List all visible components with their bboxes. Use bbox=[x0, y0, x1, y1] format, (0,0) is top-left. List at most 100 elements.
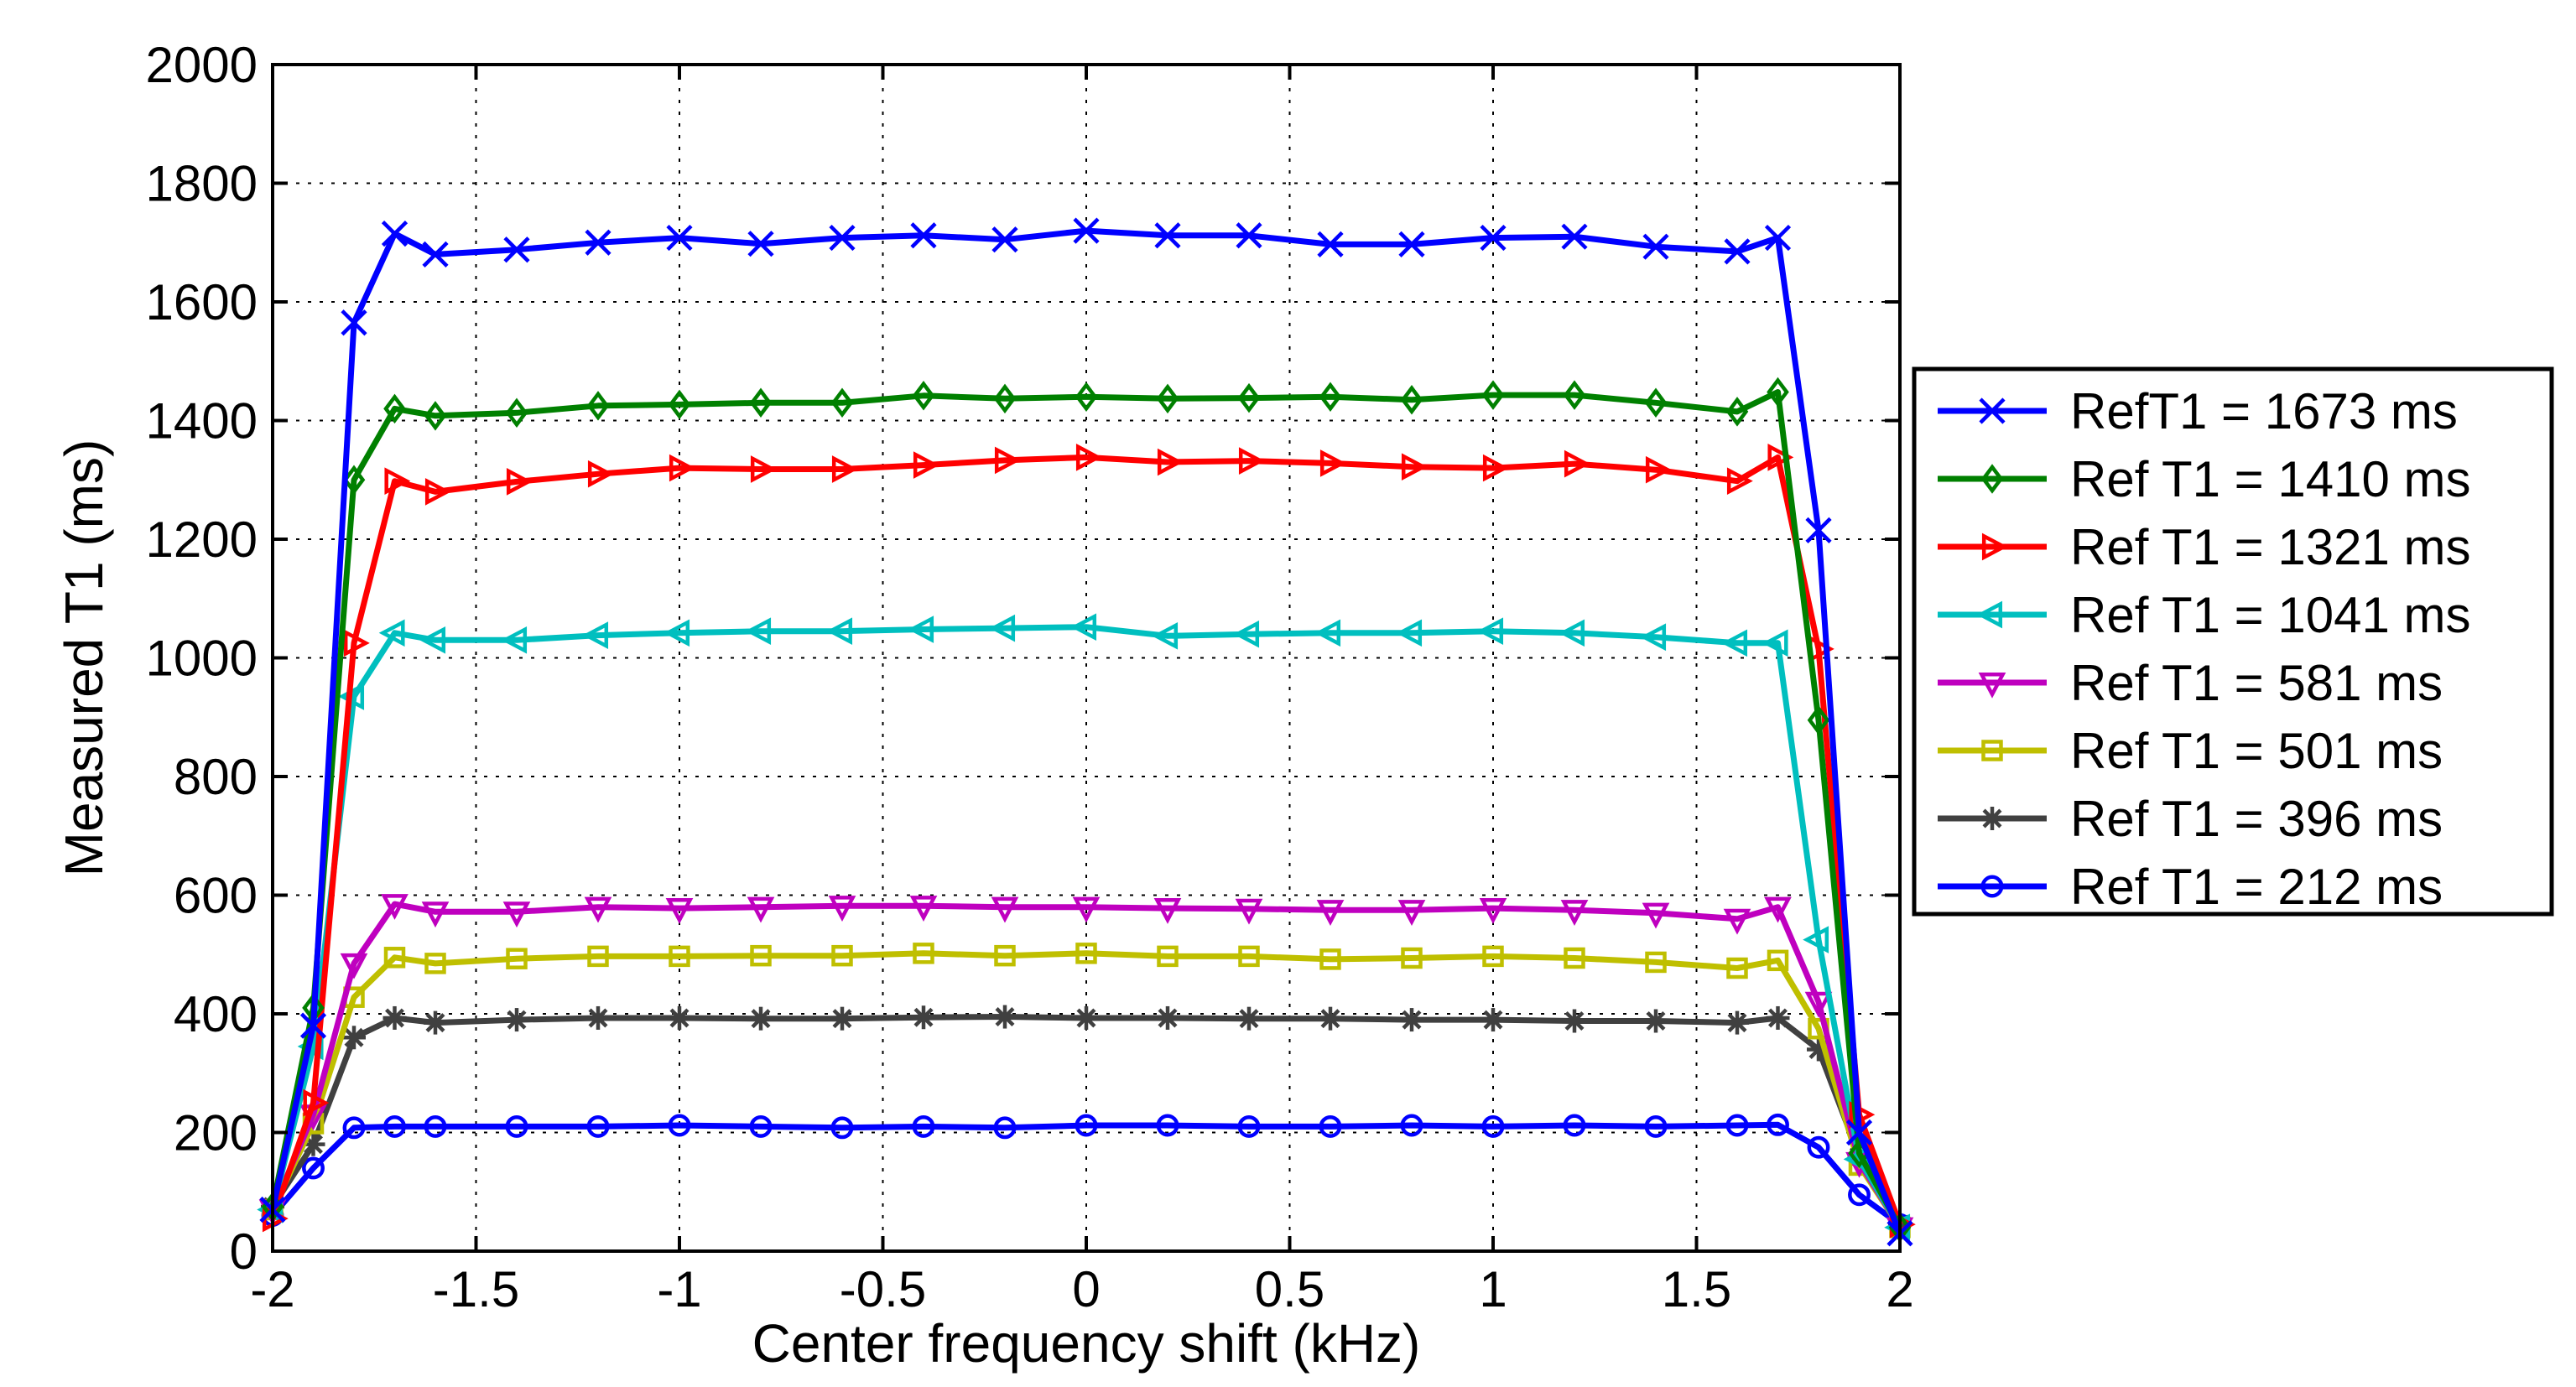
data-point bbox=[747, 231, 774, 257]
data-point bbox=[826, 617, 853, 645]
data-point bbox=[503, 236, 530, 263]
data-point bbox=[381, 894, 409, 920]
data-point bbox=[1563, 380, 1586, 410]
data-point bbox=[1640, 623, 1667, 652]
data-point bbox=[1563, 1114, 1586, 1137]
legend-marker bbox=[1980, 875, 2004, 898]
data-point bbox=[343, 629, 370, 657]
data-point bbox=[1075, 382, 1098, 412]
data-point bbox=[582, 621, 609, 649]
y-tick-label: 1000 bbox=[146, 631, 258, 687]
x-tick-label: 2 bbox=[1886, 1261, 1913, 1317]
data-point bbox=[382, 1005, 407, 1030]
legend-label: Ref T1 = 581 ms bbox=[2070, 655, 2443, 711]
data-point bbox=[993, 383, 1017, 414]
data-point bbox=[424, 1010, 447, 1035]
data-point bbox=[913, 451, 939, 479]
data-point bbox=[1807, 705, 1830, 735]
grid bbox=[273, 65, 1900, 1251]
data-point bbox=[1642, 233, 1669, 260]
series-line bbox=[269, 901, 1902, 1229]
data-point bbox=[1075, 444, 1102, 471]
data-point bbox=[1764, 224, 1792, 252]
data-point bbox=[1233, 620, 1260, 648]
data-point bbox=[1319, 1114, 1342, 1138]
legend-item: Ref T1 = 581 ms bbox=[1938, 655, 2443, 711]
data-point bbox=[1481, 1008, 1505, 1032]
data-point bbox=[1237, 1114, 1261, 1138]
x-tick-labels: -2 -1.5 -1 -0.5 0 0.5 1 1.5 2 bbox=[250, 1261, 1913, 1317]
legend-box bbox=[1912, 366, 2554, 917]
data-point bbox=[1235, 898, 1263, 925]
legend-label: Ref T1 = 396 ms bbox=[2070, 791, 2443, 847]
data-point bbox=[1482, 454, 1509, 482]
y-tick-label: 200 bbox=[174, 1105, 258, 1161]
data-point bbox=[831, 455, 858, 483]
data-point bbox=[505, 397, 528, 429]
legend-marker bbox=[1976, 600, 2003, 629]
data-point bbox=[1073, 217, 1100, 244]
legend-item: Ref T1 = 396 ms bbox=[1938, 791, 2443, 847]
data-point bbox=[750, 944, 772, 967]
series-line bbox=[270, 1121, 1902, 1228]
data-point bbox=[303, 1088, 330, 1117]
data-point bbox=[1317, 231, 1344, 257]
series-8 bbox=[261, 1113, 1912, 1236]
y-tick-label: 800 bbox=[174, 749, 258, 805]
legend-item: RefT1 = 1673 ms bbox=[1938, 383, 2458, 439]
data-point bbox=[302, 1156, 325, 1180]
legend-marker bbox=[1980, 807, 2004, 830]
legend-item: Ref T1 = 212 ms bbox=[1938, 859, 2443, 915]
data-point bbox=[424, 953, 446, 974]
data-point bbox=[1724, 238, 1751, 265]
data-point bbox=[1723, 908, 1751, 935]
data-point bbox=[1767, 1113, 1789, 1136]
data-point bbox=[1725, 1114, 1749, 1137]
data-point bbox=[424, 1114, 447, 1138]
x-tick-label: 0 bbox=[1072, 1261, 1100, 1317]
data-point bbox=[994, 446, 1021, 475]
tick-marks bbox=[271, 63, 1902, 1253]
data-point bbox=[1559, 619, 1585, 647]
data-point bbox=[1152, 621, 1179, 650]
data-point bbox=[1481, 380, 1505, 410]
data-point bbox=[422, 241, 449, 268]
data-point bbox=[1400, 1008, 1423, 1032]
data-point bbox=[1316, 900, 1345, 926]
x-tick-label: 0.5 bbox=[1255, 1261, 1324, 1317]
data-point bbox=[908, 616, 934, 643]
data-point bbox=[1804, 991, 1833, 1018]
legend-item: Ref T1 = 1410 ms bbox=[1938, 451, 2470, 507]
y-tick-label: 1400 bbox=[146, 393, 258, 449]
data-point bbox=[668, 389, 691, 420]
data-point bbox=[1767, 444, 1794, 471]
legend-label: RefT1 = 1673 ms bbox=[2070, 383, 2458, 439]
data-point bbox=[749, 387, 773, 418]
data-point bbox=[1398, 231, 1425, 257]
data-point bbox=[1237, 1006, 1261, 1031]
data-point bbox=[993, 1005, 1017, 1029]
legend-marker bbox=[1979, 397, 2006, 424]
data-point bbox=[665, 898, 694, 924]
data-point bbox=[830, 1006, 854, 1031]
data-point bbox=[747, 896, 775, 923]
data-point bbox=[342, 1026, 366, 1050]
x-tick-label: 1.5 bbox=[1662, 1261, 1731, 1317]
data-point bbox=[669, 454, 695, 482]
data-point bbox=[341, 309, 367, 336]
data-point bbox=[1156, 383, 1179, 414]
data-point bbox=[587, 460, 614, 488]
legend-label: Ref T1 = 1041 ms bbox=[2070, 587, 2470, 643]
x-axis-label: Center frequency shift (kHz) bbox=[752, 1313, 1421, 1374]
series-line bbox=[269, 624, 1903, 1229]
data-point bbox=[913, 943, 934, 964]
data-point bbox=[912, 1005, 935, 1030]
data-point bbox=[501, 626, 528, 654]
data-point bbox=[299, 1012, 327, 1039]
data-point bbox=[1645, 951, 1667, 974]
data-point bbox=[587, 945, 609, 968]
data-point bbox=[1725, 1010, 1749, 1035]
data-point bbox=[1397, 900, 1426, 926]
y-axis-label: Measured T1 (ms) bbox=[54, 439, 114, 877]
data-point bbox=[1156, 1005, 1179, 1030]
